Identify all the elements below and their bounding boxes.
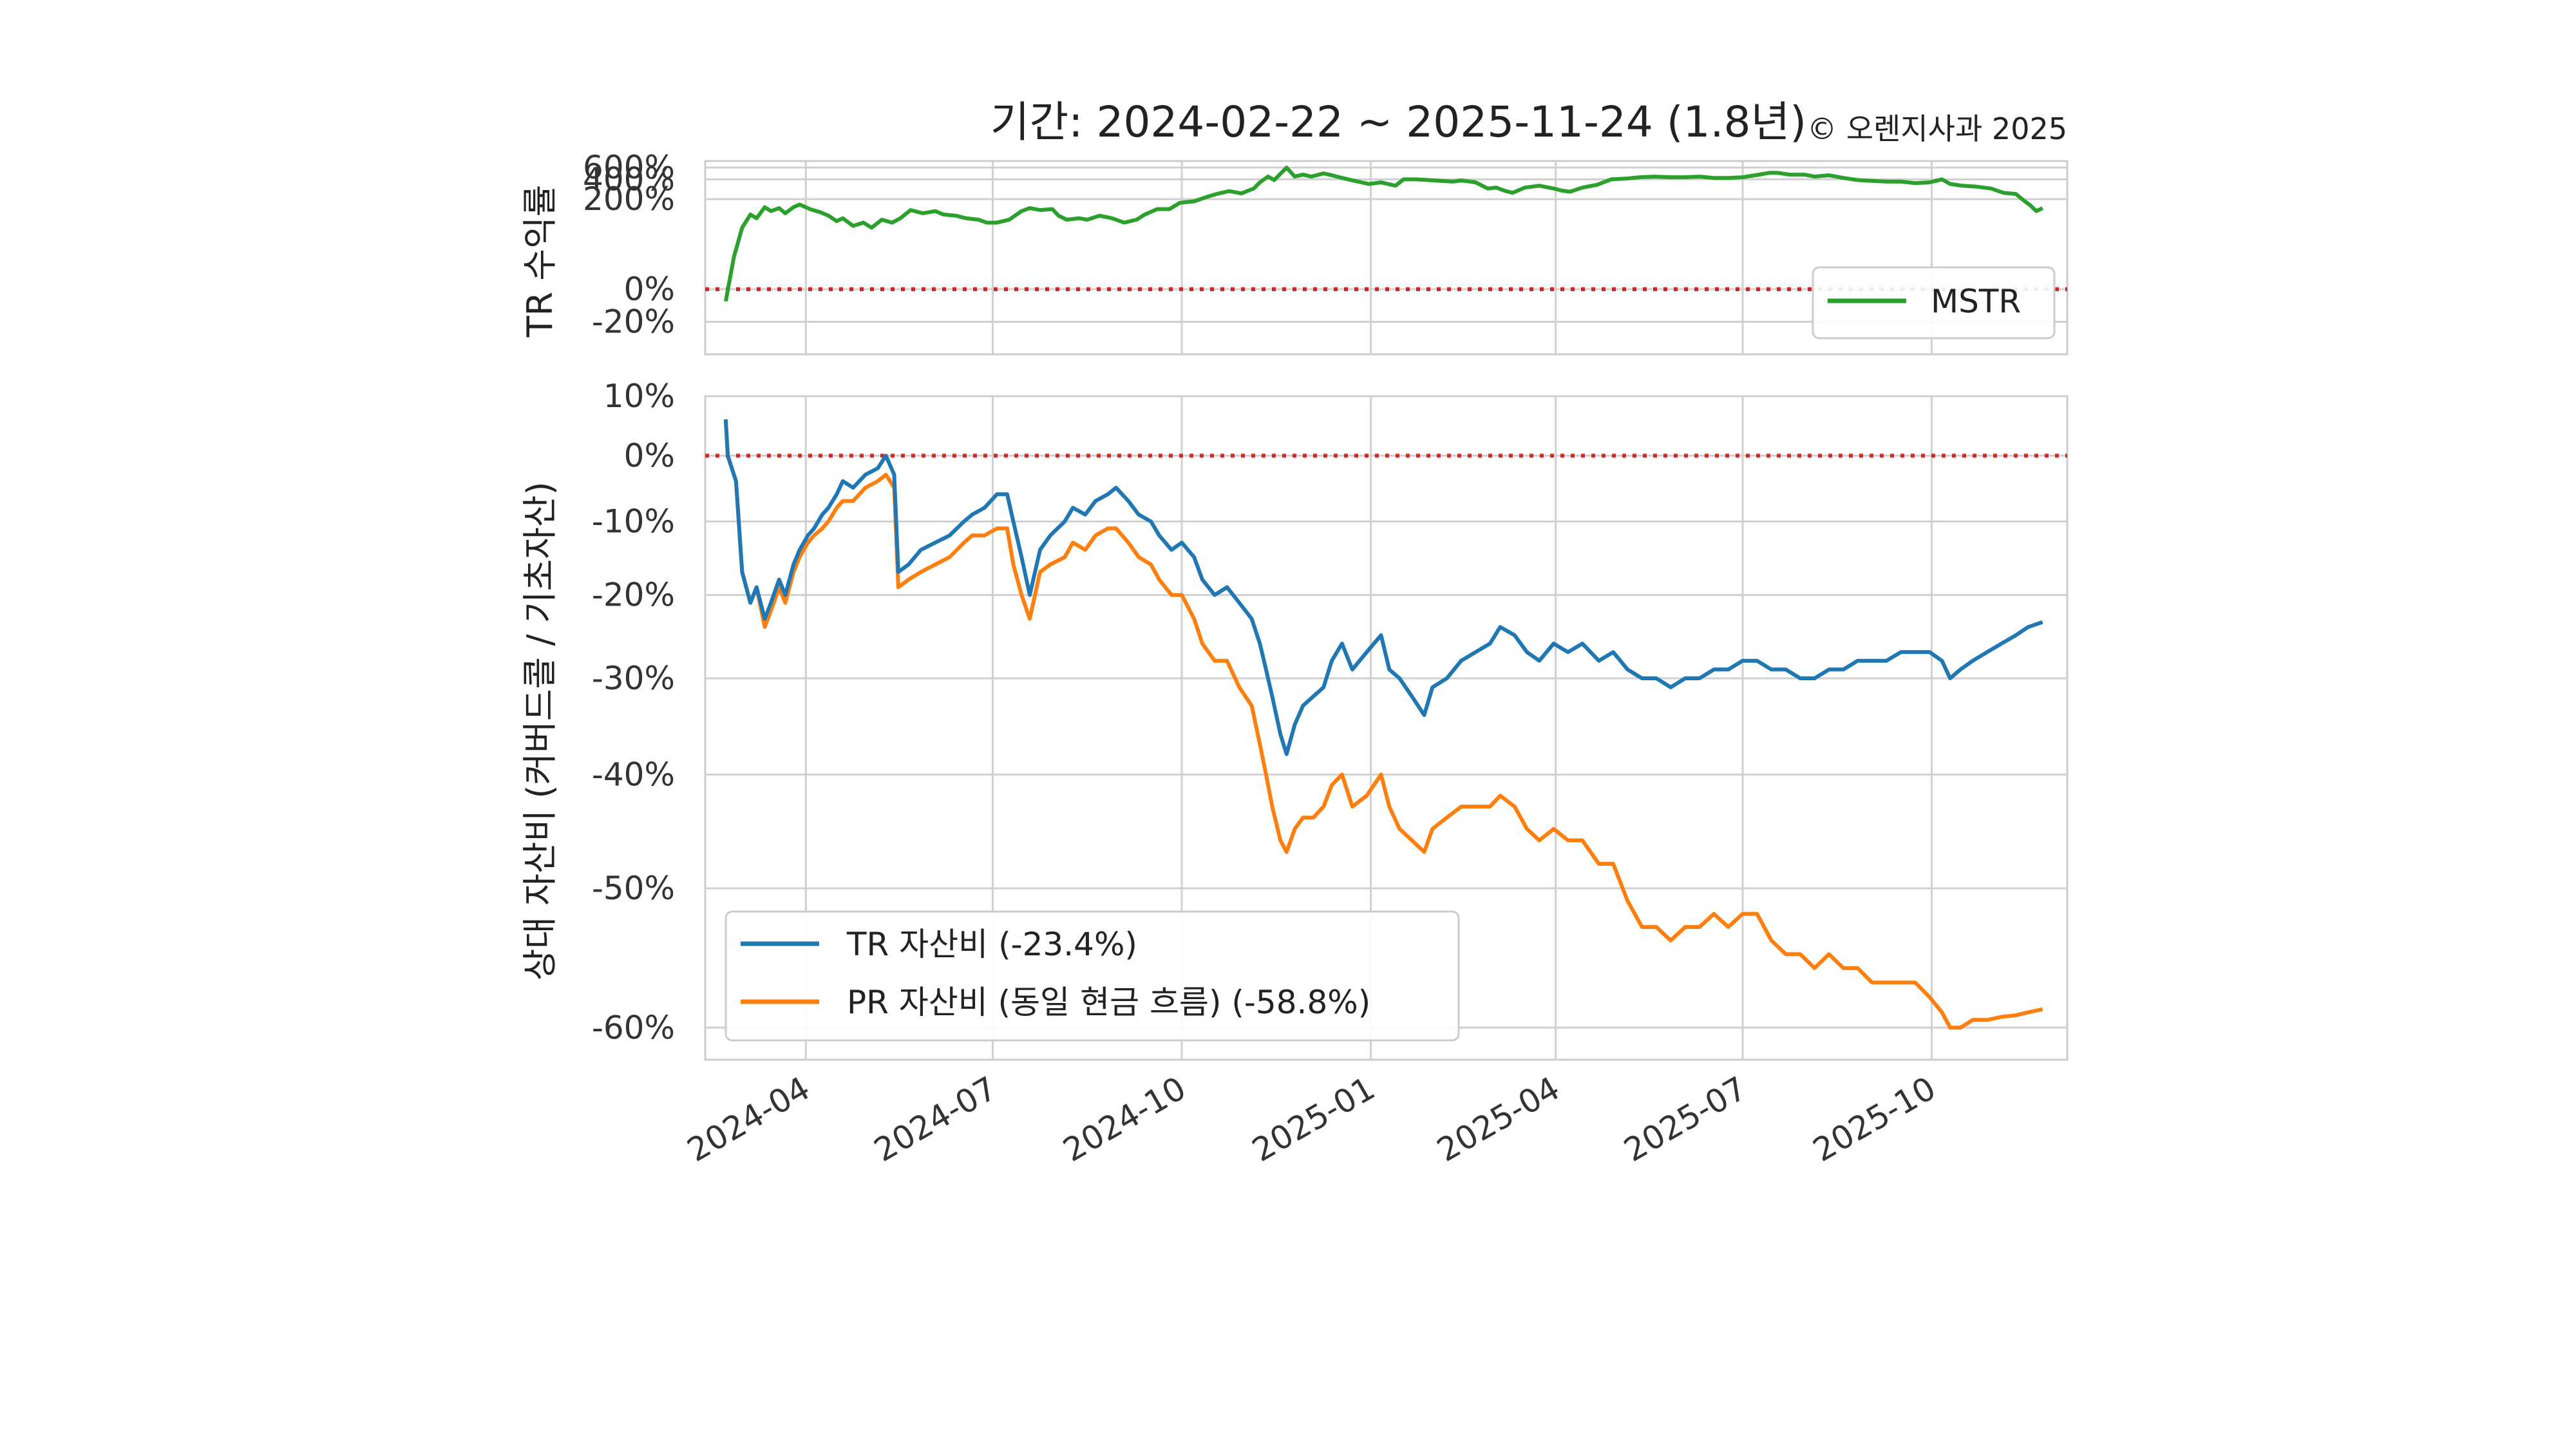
- copyright-note: © 오렌지사과 2025: [1807, 111, 2067, 146]
- bottom-y-tick-label: -40%: [592, 756, 675, 793]
- bottom-y-tick-label: -60%: [592, 1009, 675, 1046]
- pr-legend-label: PR 자산비 (동일 현금 흐름) (-58.8%): [847, 984, 1370, 1021]
- x-tick-label: 2025-01: [1246, 1069, 1381, 1169]
- bottom-legend: TR 자산비 (-23.4%) PR 자산비 (동일 현금 흐름) (-58.8…: [724, 910, 1460, 1042]
- top-y-tick-label: 200%: [583, 180, 675, 218]
- x-tick-label: 2024-04: [681, 1069, 816, 1169]
- x-tick-label: 2025-04: [1431, 1069, 1566, 1169]
- x-tick-label: 2025-07: [1618, 1069, 1753, 1169]
- bottom-y-axis-label: 상대 자산비 (커버드콜 / 기초자산): [520, 482, 560, 981]
- x-tick-label: 2025-10: [1807, 1069, 1942, 1169]
- top-y-ticks: 600%400%200% 0%-20%: [583, 149, 675, 340]
- bottom-y-tick-label: -30%: [592, 660, 675, 697]
- bottom-y-tick-label: -50%: [592, 870, 675, 907]
- top-legend-label: MSTR: [1931, 283, 2021, 320]
- bottom-legend-box: [724, 910, 1460, 1042]
- x-axis-ticks: 2024-04 2024-07 2024-10 2025-01 2025-04 2025-…: [681, 1069, 1942, 1169]
- tr-ratio-line: [723, 419, 2043, 756]
- mstr-line: [723, 166, 2043, 302]
- bottom-y-tick-label: 0%: [624, 437, 675, 474]
- bottom-y-ticks: 10% 0% -10% -20% -30% -40% -50% -60%: [592, 377, 675, 1046]
- bottom-panel: 10%0%-10%-20%-30%-40%-50%-60% 2024-04 202…: [520, 377, 2069, 1169]
- x-tick-label: 2024-07: [868, 1069, 1003, 1169]
- x-tick-label: 2024-10: [1057, 1069, 1192, 1169]
- bottom-y-tick-label: 10%: [603, 377, 675, 415]
- top-y-tick-label: 400%: [583, 160, 675, 198]
- bottom-grid: [705, 395, 2067, 1060]
- tr-legend-label: TR 자산비 (-23.4%): [846, 926, 1137, 963]
- top-y-tick-label: 600%: [583, 149, 675, 186]
- top-y-axis-label: TR 수익률: [520, 185, 560, 338]
- chart-title: 기간: 2024-02-22 ~ 2025-11-24 (1.8년): [990, 97, 1806, 147]
- top-legend-box: [1812, 266, 2056, 339]
- top-legend: MSTR: [1812, 266, 2056, 339]
- bottom-y-tick-label: -10%: [592, 502, 675, 540]
- top-y-tick-label: -20%: [592, 303, 675, 341]
- pr-ratio-line: [723, 419, 2043, 1030]
- top-y-tick-label: 0%: [624, 271, 675, 308]
- top-panel: 600%400%200% 0%-20% TR 수익률 MSTR: [520, 149, 2069, 356]
- bottom-y-tick-label: -20%: [592, 577, 675, 614]
